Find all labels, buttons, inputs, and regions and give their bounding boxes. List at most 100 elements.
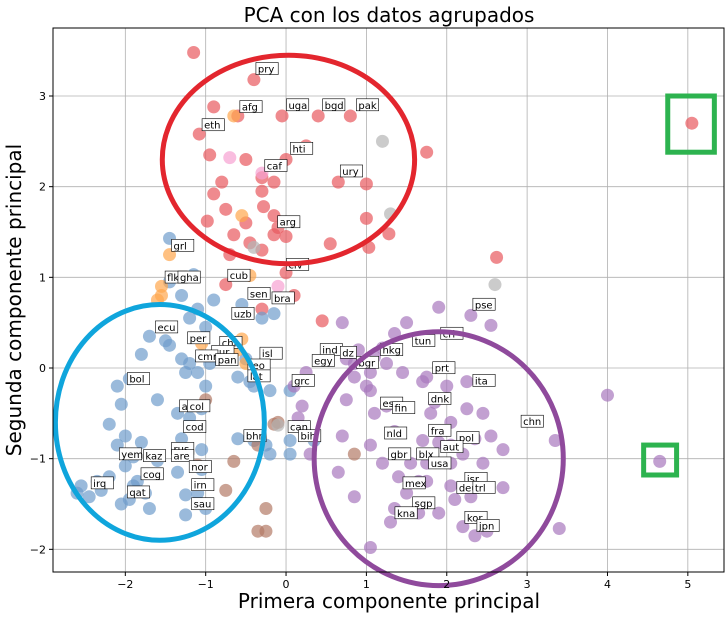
- country-label: ecu: [155, 320, 179, 334]
- data-point-blue: [142, 329, 156, 343]
- country-label-text: bol: [129, 375, 144, 386]
- data-point-purple: [339, 393, 353, 407]
- country-label: isl: [259, 346, 283, 360]
- data-point-red: [257, 200, 271, 214]
- data-point-purple: [476, 456, 490, 470]
- country-label-text: bra: [274, 294, 291, 305]
- country-label-text: cmr: [198, 352, 218, 363]
- data-point-gray: [488, 278, 502, 292]
- country-label-box: [155, 320, 179, 334]
- data-point-purple: [375, 456, 389, 470]
- data-point-red: [490, 250, 504, 264]
- data-point-red: [227, 228, 241, 242]
- axis-ticks: −2 −1 0 1 2 3 4 5 −2 −1 0 1 2 3: [30, 90, 692, 591]
- country-label-text: ind: [322, 346, 337, 357]
- country-label: grl: [171, 239, 195, 252]
- data-point-purple: [335, 429, 349, 443]
- data-point-blue: [175, 288, 189, 302]
- data-point-blue: [191, 366, 205, 380]
- country-label-box: [392, 401, 416, 414]
- country-label: uga: [286, 98, 310, 112]
- data-point-blue: [179, 488, 193, 502]
- country-label-text: hti: [292, 144, 305, 155]
- country-label: fin: [392, 401, 416, 415]
- data-point-blue: [171, 465, 185, 479]
- data-point-purple: [363, 366, 377, 380]
- data-point-pink: [271, 279, 285, 293]
- data-point-purple: [335, 316, 349, 330]
- country-label-text: sau: [194, 500, 212, 511]
- y-tick-label: 1: [39, 271, 46, 284]
- data-point-blue: [255, 311, 269, 325]
- country-label-text: jpn: [478, 521, 494, 532]
- cluster-ellipse: [52, 302, 267, 543]
- country-label-box: [339, 346, 357, 359]
- country-label-box: [291, 374, 315, 387]
- country-label: dz: [339, 346, 357, 359]
- country-label: trl: [472, 481, 496, 494]
- data-point-red: [207, 100, 221, 114]
- data-point-purple: [432, 300, 446, 314]
- data-point-brown: [227, 454, 241, 468]
- country-label-text: caf: [267, 162, 283, 173]
- data-point-blue: [195, 443, 209, 457]
- country-label: eth: [201, 118, 225, 132]
- country-label-text: mex: [405, 479, 427, 490]
- annotation-shapes: [52, 52, 717, 589]
- data-point-red: [255, 184, 269, 198]
- data-point-purple: [448, 492, 462, 506]
- country-label-box: [476, 519, 500, 532]
- country-label-text: uzb: [234, 309, 252, 320]
- data-point-blue: [263, 447, 277, 461]
- country-label-text: hkg: [382, 346, 400, 357]
- cluster-ellipse: [311, 329, 566, 589]
- country-label-text: deu: [459, 483, 478, 494]
- data-point-brown: [259, 502, 273, 516]
- data-point-red: [323, 237, 337, 251]
- country-label: sau: [191, 497, 215, 511]
- data-point-red: [203, 148, 217, 162]
- data-point-purple: [363, 438, 377, 452]
- country-label-box: [143, 449, 167, 462]
- country-label: cmr: [195, 349, 219, 363]
- data-point-purple: [416, 375, 430, 389]
- country-label-text: cod: [186, 423, 204, 434]
- country-label-text: prt: [435, 364, 449, 375]
- y-tick-label: 2: [39, 181, 46, 194]
- country-label-text: gha: [180, 273, 199, 284]
- country-label-text: sgp: [415, 499, 433, 510]
- country-label-box: [127, 485, 150, 499]
- country-label: ita: [472, 374, 496, 387]
- x-tick-label: 0: [283, 578, 290, 591]
- country-label-text: grc: [294, 376, 310, 387]
- country-label-text: eth: [204, 121, 220, 132]
- country-label-text: flk: [167, 273, 179, 284]
- data-point-purple: [653, 454, 667, 468]
- country-label: irn: [191, 478, 215, 492]
- country-label-box: [356, 98, 379, 112]
- data-point-purple: [468, 529, 482, 543]
- country-label-box: [384, 426, 408, 440]
- country-label-box: [428, 392, 452, 405]
- data-point-blue: [114, 497, 128, 511]
- country-label-box: [472, 374, 496, 387]
- country-label: dnk: [428, 392, 452, 406]
- country-label-box: [311, 354, 335, 367]
- country-label-text: bgr: [358, 358, 376, 369]
- country-label-text: blx: [419, 450, 434, 461]
- data-point-gray: [247, 240, 261, 254]
- x-tick-label: −1: [198, 578, 214, 591]
- y-tick-label: 0: [39, 362, 46, 375]
- country-label: cod: [183, 420, 207, 434]
- country-label: mex: [402, 476, 427, 490]
- data-point-gray: [271, 418, 285, 432]
- country-label-text: kor: [467, 513, 484, 524]
- country-label-text: isr: [467, 474, 480, 485]
- country-label-box: [412, 496, 436, 510]
- country-label-text: kaz: [145, 452, 162, 463]
- data-point-purple: [496, 443, 510, 457]
- data-point-red: [420, 145, 434, 159]
- country-label-box: [188, 460, 212, 473]
- data-point-red: [275, 109, 289, 123]
